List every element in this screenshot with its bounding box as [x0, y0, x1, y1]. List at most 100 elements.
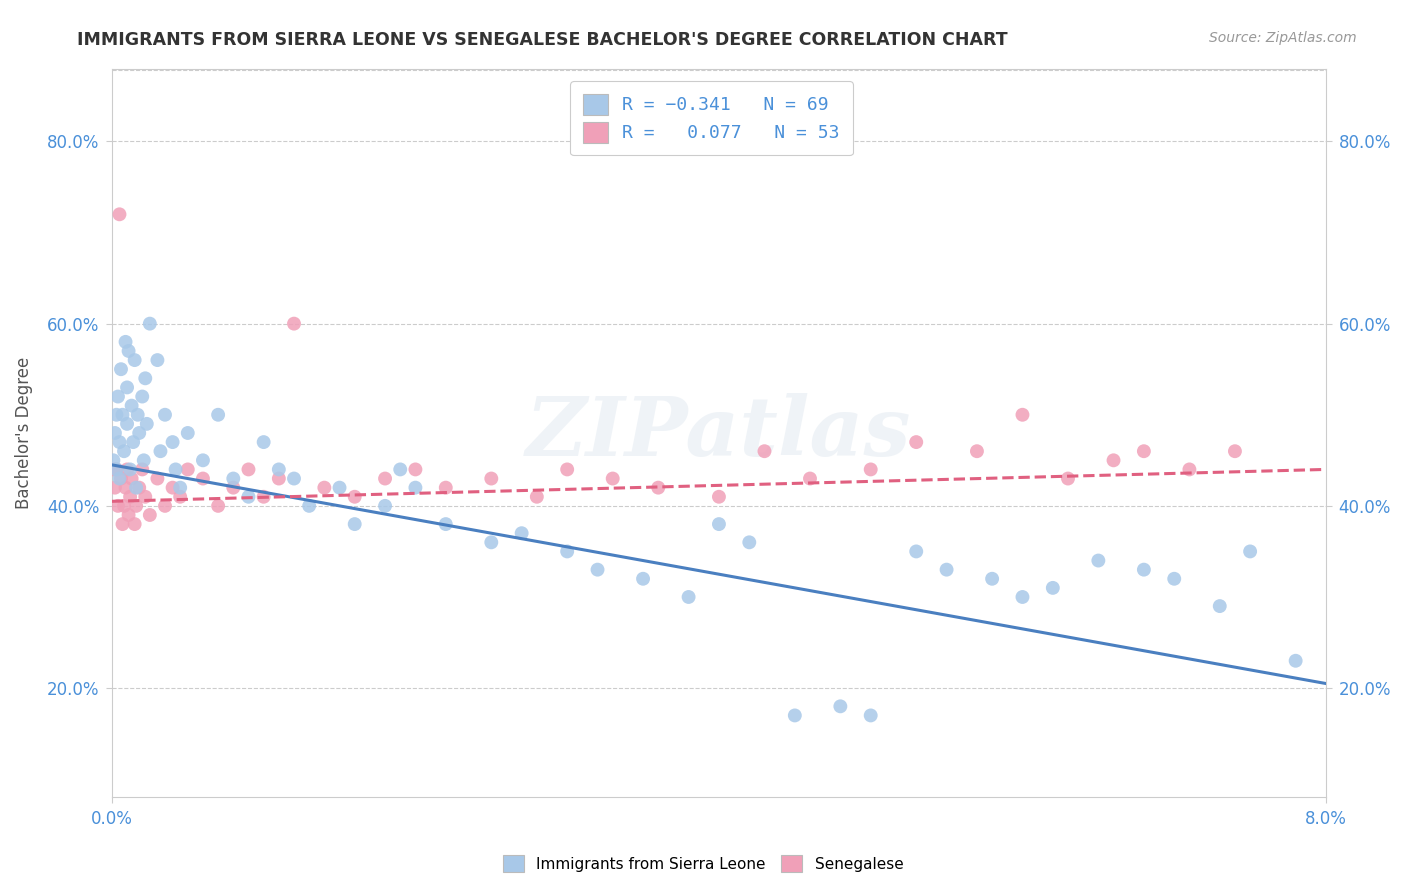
Point [238, 490, 260, 504]
Point [112, 444, 135, 458]
Point [120, 462, 142, 476]
Point [114, 334, 136, 349]
Point [981, 572, 1004, 586]
Point [128, 425, 150, 440]
Point [1133, 563, 1156, 577]
Point [105, 462, 128, 476]
Point [127, 408, 149, 422]
Point [389, 462, 412, 476]
Point [115, 462, 138, 476]
Point [139, 317, 162, 331]
Point [830, 699, 852, 714]
Point [177, 462, 200, 476]
Point [121, 471, 143, 485]
Point [153, 499, 176, 513]
Point [859, 708, 882, 723]
Point [112, 499, 135, 513]
Point [434, 517, 457, 532]
Point [479, 535, 502, 549]
Point [1163, 572, 1185, 586]
Text: ZIPatlas: ZIPatlas [526, 393, 911, 473]
Point [131, 462, 153, 476]
Point [905, 435, 928, 450]
Point [1011, 408, 1033, 422]
Point [132, 453, 155, 467]
Point [108, 435, 131, 450]
Point [799, 471, 821, 485]
Point [105, 408, 128, 422]
Point [128, 481, 150, 495]
Point [707, 490, 730, 504]
Point [935, 563, 957, 577]
Point [121, 399, 143, 413]
Point [122, 435, 145, 450]
Point [149, 444, 172, 458]
Point [117, 343, 139, 358]
Point [1011, 590, 1033, 604]
Point [859, 462, 882, 476]
Point [191, 471, 214, 485]
Point [104, 481, 127, 495]
Point [434, 481, 457, 495]
Point [328, 481, 350, 495]
Point [103, 453, 125, 467]
Point [153, 408, 176, 422]
Point [222, 481, 245, 495]
Point [602, 471, 624, 485]
Point [110, 362, 132, 376]
Legend: R = −0.341   N = 69, R =   0.077   N = 53: R = −0.341 N = 69, R = 0.077 N = 53 [571, 81, 852, 155]
Point [169, 490, 191, 504]
Point [114, 481, 136, 495]
Point [283, 471, 305, 485]
Point [134, 490, 156, 504]
Point [1209, 599, 1232, 613]
Y-axis label: Bachelor's Degree: Bachelor's Degree [15, 357, 32, 509]
Point [207, 408, 229, 422]
Point [267, 462, 290, 476]
Point [1178, 462, 1201, 476]
Point [404, 481, 426, 495]
Point [631, 572, 654, 586]
Point [115, 417, 138, 431]
Point [1102, 453, 1125, 467]
Point [314, 481, 336, 495]
Point [135, 417, 157, 431]
Point [586, 563, 609, 577]
Point [124, 517, 146, 532]
Point [343, 517, 366, 532]
Point [526, 490, 548, 504]
Point [103, 462, 125, 476]
Point [105, 462, 128, 476]
Point [343, 490, 366, 504]
Point [207, 499, 229, 513]
Point [1133, 444, 1156, 458]
Point [647, 481, 669, 495]
Point [177, 425, 200, 440]
Point [905, 544, 928, 558]
Point [146, 471, 169, 485]
Point [115, 380, 138, 394]
Point [120, 490, 142, 504]
Text: IMMIGRANTS FROM SIERRA LEONE VS SENEGALESE BACHELOR'S DEGREE CORRELATION CHART: IMMIGRANTS FROM SIERRA LEONE VS SENEGALE… [77, 31, 1008, 49]
Point [110, 471, 132, 485]
Point [1285, 654, 1308, 668]
Point [374, 499, 396, 513]
Point [1057, 471, 1080, 485]
Point [404, 462, 426, 476]
Text: Source: ZipAtlas.com: Source: ZipAtlas.com [1209, 31, 1357, 45]
Point [966, 444, 988, 458]
Point [738, 535, 761, 549]
Point [1087, 553, 1109, 567]
Point [510, 526, 533, 541]
Point [124, 353, 146, 368]
Point [1223, 444, 1246, 458]
Point [678, 590, 700, 604]
Point [754, 444, 776, 458]
Point [555, 544, 578, 558]
Point [169, 481, 191, 495]
Point [107, 499, 129, 513]
Point [139, 508, 162, 522]
Point [125, 499, 148, 513]
Point [1042, 581, 1064, 595]
Point [222, 471, 245, 485]
